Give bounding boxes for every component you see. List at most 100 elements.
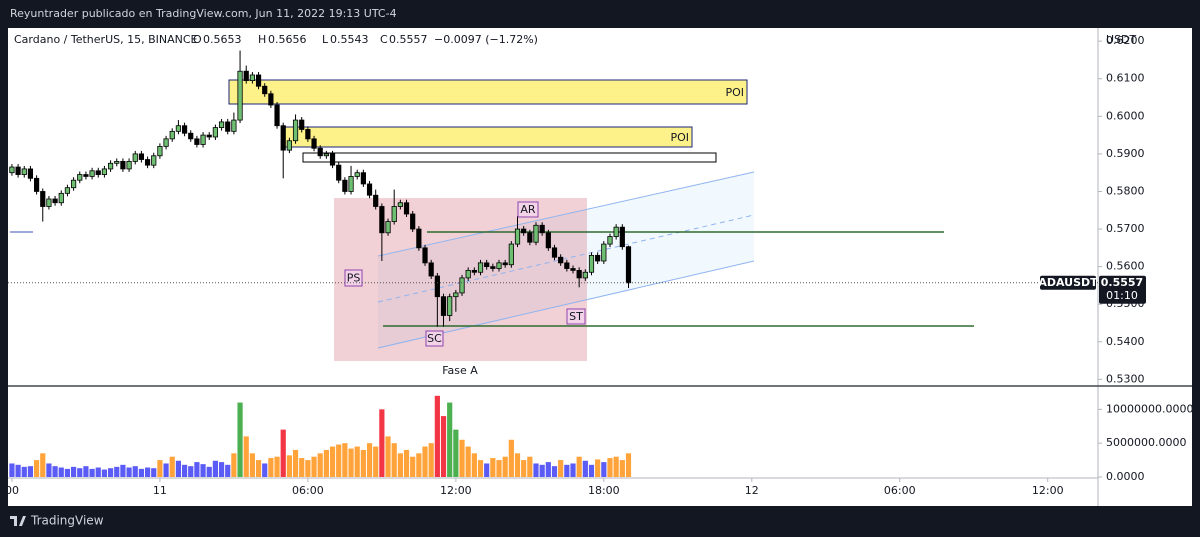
candle-body bbox=[280, 125, 286, 151]
volume-bar bbox=[212, 460, 218, 477]
volume-bar bbox=[354, 446, 360, 477]
candle-body bbox=[379, 206, 385, 234]
volume-bar bbox=[545, 462, 551, 477]
y-tick-label: 0.5700 bbox=[1106, 222, 1145, 235]
volume-bar bbox=[9, 463, 15, 477]
x-tick-label: 11 bbox=[153, 484, 167, 497]
candle-body bbox=[225, 121, 231, 132]
volume-bar bbox=[397, 453, 403, 477]
volume-bar bbox=[83, 466, 89, 477]
candle-body bbox=[490, 266, 496, 269]
volume-bar bbox=[89, 468, 95, 477]
candles bbox=[9, 50, 632, 327]
candle-body bbox=[83, 174, 89, 177]
y-tick-label: 0.6200 bbox=[1106, 34, 1145, 47]
volume-bar bbox=[126, 467, 132, 477]
candle-body bbox=[403, 202, 410, 215]
volume-bar bbox=[576, 456, 582, 477]
candle-body bbox=[329, 153, 336, 166]
candle-body bbox=[336, 164, 342, 181]
candle-body bbox=[21, 168, 27, 175]
volume-bar bbox=[175, 460, 182, 477]
poi-box bbox=[284, 126, 693, 148]
candle-body bbox=[33, 177, 40, 192]
volume-bar bbox=[114, 466, 120, 477]
volume-bar bbox=[46, 463, 52, 477]
candle-body bbox=[582, 271, 588, 279]
candle-body bbox=[434, 275, 440, 298]
volume-bar bbox=[329, 446, 336, 477]
volume-bar bbox=[558, 460, 564, 477]
volume-bar bbox=[231, 453, 237, 477]
x-tick-label: 12:00 bbox=[1032, 484, 1064, 497]
candle-body bbox=[9, 166, 15, 174]
chart-area bbox=[8, 28, 1192, 506]
poi-box bbox=[228, 79, 748, 105]
volume-bar bbox=[533, 463, 539, 477]
candle-body bbox=[558, 256, 564, 264]
volume-bar bbox=[218, 462, 225, 477]
candle-body bbox=[465, 269, 471, 279]
zone-box bbox=[302, 152, 717, 163]
candle-body bbox=[453, 292, 459, 298]
candle-body bbox=[496, 262, 502, 269]
candle-body bbox=[502, 262, 508, 266]
ohlc-key: O bbox=[193, 33, 202, 46]
candle-body bbox=[151, 155, 157, 166]
candle-body bbox=[410, 213, 416, 230]
volume-bar bbox=[564, 464, 570, 477]
y-tick-label: 0.5600 bbox=[1106, 260, 1145, 273]
logo bbox=[10, 516, 26, 526]
poi-label: POI bbox=[725, 86, 744, 99]
volume-bar bbox=[625, 453, 632, 477]
volume-bar bbox=[95, 467, 101, 477]
volume-bar bbox=[237, 402, 243, 477]
volume-bar bbox=[447, 402, 453, 477]
candle-body bbox=[422, 247, 428, 264]
candle-body bbox=[52, 198, 58, 204]
volume-bar bbox=[144, 467, 151, 477]
y-tick-label: 0.6100 bbox=[1106, 72, 1145, 85]
candle-body bbox=[360, 172, 366, 185]
candle-body bbox=[514, 228, 521, 245]
candle-body bbox=[181, 125, 188, 134]
candle-body bbox=[601, 243, 607, 262]
channel-middle bbox=[377, 214, 755, 303]
volume-bar bbox=[613, 456, 619, 477]
x-tick-label: 06:00 bbox=[292, 484, 324, 497]
label-box bbox=[425, 330, 444, 347]
publisher-header: Reyuntrader publicado en TradingView.com… bbox=[10, 7, 397, 20]
candle-body bbox=[471, 269, 477, 273]
candle-body bbox=[175, 125, 182, 132]
candle-body bbox=[218, 121, 225, 128]
candle-body bbox=[101, 168, 108, 175]
countdown: 01:10 bbox=[1106, 289, 1138, 302]
volume-bar bbox=[33, 460, 40, 477]
volume-bar bbox=[206, 466, 212, 477]
candle-body bbox=[484, 262, 490, 268]
volume-bar bbox=[453, 429, 459, 477]
candle-body bbox=[15, 166, 21, 175]
x-tick-label: 00 bbox=[5, 484, 19, 497]
volume-bar bbox=[157, 460, 163, 477]
candle-body bbox=[40, 191, 46, 207]
volume-bar bbox=[379, 409, 385, 477]
candle-body bbox=[144, 159, 151, 166]
x-tick-label: 12 bbox=[745, 484, 759, 497]
candle-body bbox=[286, 140, 292, 151]
volume-bar bbox=[570, 463, 576, 477]
candle-body bbox=[539, 224, 545, 234]
candle-body bbox=[551, 247, 558, 258]
candle-body bbox=[311, 138, 317, 149]
candle-body bbox=[231, 119, 237, 132]
candle-body bbox=[416, 228, 422, 249]
sc-label: SC bbox=[427, 332, 442, 345]
candle-body bbox=[533, 224, 539, 243]
volume-bar bbox=[348, 448, 354, 477]
volume-bar bbox=[403, 449, 410, 477]
volume-bar bbox=[52, 466, 58, 477]
volume-bar bbox=[292, 449, 299, 477]
candle-body bbox=[299, 119, 305, 130]
candle-body bbox=[391, 206, 397, 222]
